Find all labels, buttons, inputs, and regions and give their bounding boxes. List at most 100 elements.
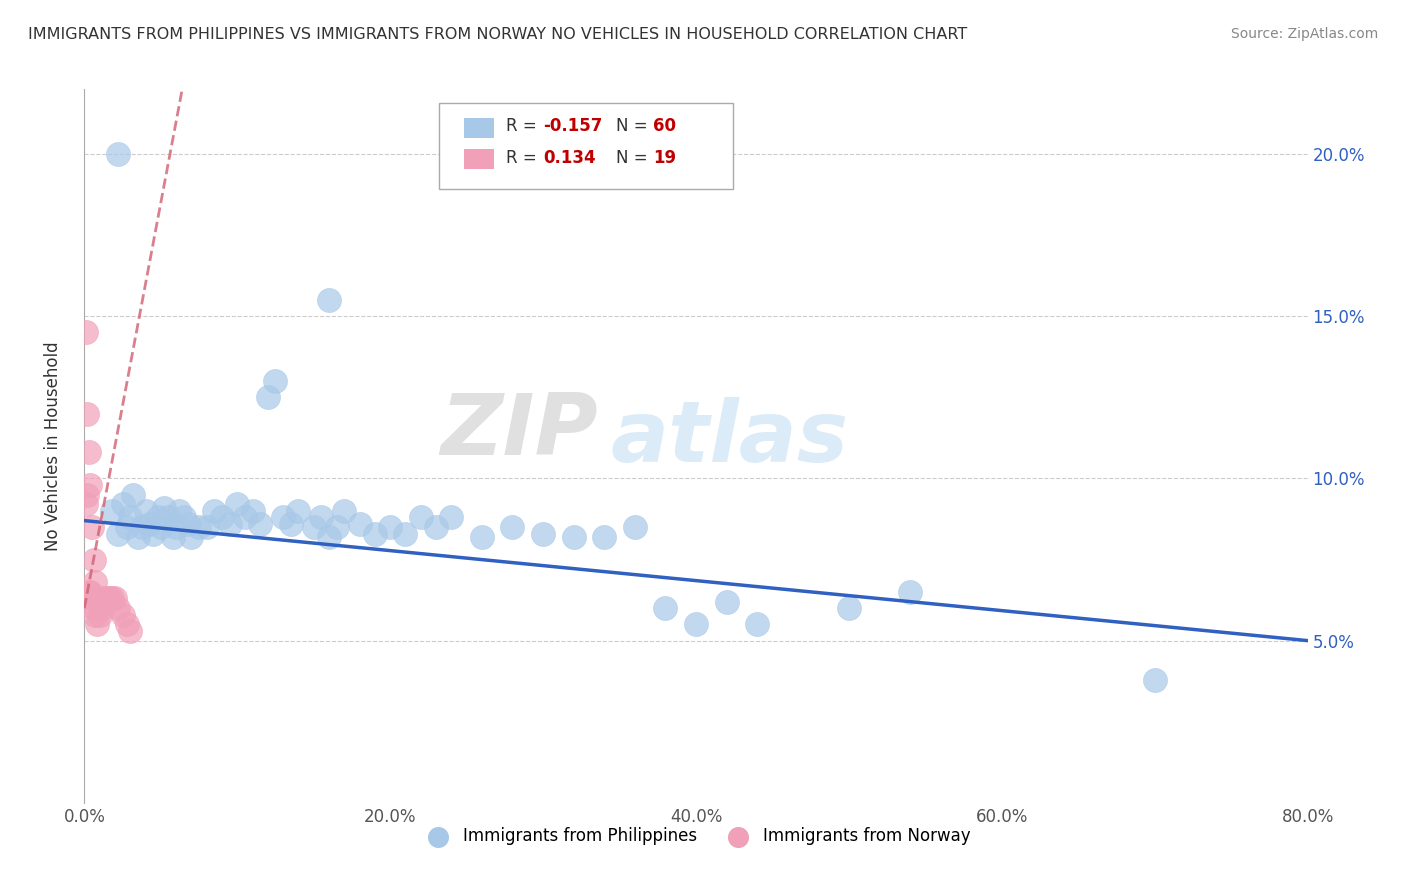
Point [77, 585, 100, 599]
Point [138, 516, 160, 531]
Point [233, 510, 256, 524]
Point [562, 530, 585, 544]
Point [226, 497, 249, 511]
Point [115, 520, 138, 534]
Point [271, 510, 294, 524]
Point [380, 520, 402, 534]
Point [77, 445, 100, 459]
Point [101, 504, 124, 518]
Point [91, 601, 114, 615]
Point [115, 617, 138, 632]
Text: Source: ZipAtlas.com: Source: ZipAtlas.com [1230, 27, 1378, 41]
Point [325, 520, 347, 534]
Point [188, 520, 211, 534]
Point [93, 591, 115, 606]
Point [1143, 673, 1166, 687]
Point [127, 530, 149, 544]
Text: IMMIGRANTS FROM PHILIPPINES VS IMMIGRANTS FROM NORWAY NO VEHICLES IN HOUSEHOLD C: IMMIGRANTS FROM PHILIPPINES VS IMMIGRANT… [28, 27, 967, 42]
Point [318, 530, 340, 544]
Point [165, 520, 187, 534]
Text: R =: R = [506, 118, 543, 136]
Point [84, 575, 107, 590]
FancyBboxPatch shape [464, 149, 494, 169]
Text: -0.157: -0.157 [543, 118, 602, 136]
Point [654, 601, 676, 615]
Point [153, 500, 176, 515]
Point [111, 607, 134, 622]
FancyBboxPatch shape [439, 103, 733, 189]
Point [747, 617, 769, 632]
Point [249, 516, 271, 531]
Point [409, 510, 432, 524]
Point [86, 617, 108, 632]
Point [287, 504, 309, 518]
Text: 60: 60 [654, 118, 676, 136]
Point [75, 326, 97, 340]
Point [394, 526, 416, 541]
Point [471, 530, 494, 544]
Point [89, 607, 111, 622]
Point [167, 504, 190, 518]
Point [425, 520, 447, 534]
Point [242, 504, 264, 518]
Point [120, 510, 142, 524]
Text: 0.134: 0.134 [543, 149, 596, 167]
Legend: Immigrants from Philippines, Immigrants from Norway: Immigrants from Philippines, Immigrants … [415, 821, 977, 852]
Point [76, 407, 98, 421]
Point [107, 526, 129, 541]
Point [135, 504, 157, 518]
Point [440, 510, 463, 524]
Text: No Vehicles in Household: No Vehicles in Household [45, 341, 62, 551]
Point [593, 530, 616, 544]
Point [502, 520, 524, 534]
Text: R =: R = [506, 149, 543, 167]
Point [146, 510, 169, 524]
Point [80, 520, 103, 534]
FancyBboxPatch shape [464, 118, 494, 137]
Point [838, 601, 860, 615]
Point [202, 504, 225, 518]
Point [333, 504, 356, 518]
Point [685, 617, 707, 632]
Point [111, 497, 134, 511]
Point [349, 516, 371, 531]
Point [83, 601, 105, 615]
Point [76, 488, 98, 502]
Point [195, 520, 218, 534]
Text: atlas: atlas [610, 397, 848, 481]
Point [716, 595, 738, 609]
Point [157, 510, 180, 524]
Point [280, 516, 302, 531]
Point [257, 390, 280, 404]
Text: ZIP: ZIP [440, 390, 598, 474]
Text: N =: N = [616, 118, 654, 136]
Point [142, 526, 165, 541]
Point [211, 510, 233, 524]
Point [264, 374, 287, 388]
Point [83, 552, 105, 566]
Point [96, 591, 118, 606]
Text: 19: 19 [654, 149, 676, 167]
Point [122, 488, 145, 502]
Point [364, 526, 387, 541]
Text: N =: N = [616, 149, 654, 167]
Point [120, 624, 142, 638]
Point [177, 516, 200, 531]
Point [84, 607, 107, 622]
Point [302, 520, 325, 534]
Point [80, 591, 103, 606]
Point [162, 530, 184, 544]
Point [318, 293, 340, 307]
Point [97, 591, 120, 606]
Point [173, 510, 195, 524]
Point [131, 520, 153, 534]
Point [180, 530, 202, 544]
Point [104, 591, 127, 606]
Point [107, 147, 129, 161]
Point [898, 585, 921, 599]
Point [107, 601, 129, 615]
Point [79, 585, 101, 599]
Point [101, 591, 124, 606]
Point [531, 526, 554, 541]
Point [624, 520, 647, 534]
